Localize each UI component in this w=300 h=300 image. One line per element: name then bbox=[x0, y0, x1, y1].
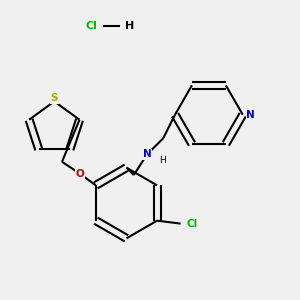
Text: H: H bbox=[125, 21, 134, 31]
Text: N: N bbox=[143, 149, 152, 159]
Text: Cl: Cl bbox=[187, 219, 198, 229]
Text: S: S bbox=[51, 94, 58, 103]
Text: O: O bbox=[75, 169, 84, 178]
Text: N: N bbox=[246, 110, 255, 120]
Text: Cl: Cl bbox=[85, 21, 97, 31]
Text: H: H bbox=[159, 156, 166, 165]
